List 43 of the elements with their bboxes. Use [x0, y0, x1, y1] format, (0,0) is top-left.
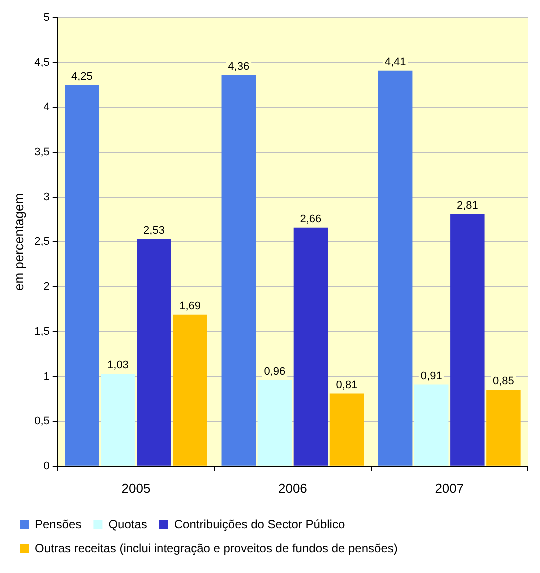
- y-axis-title: em percentagem: [11, 193, 26, 291]
- bar: [137, 240, 172, 466]
- x-tick-label: 2007: [435, 480, 464, 496]
- data-label: 0,85: [493, 376, 514, 388]
- y-tick-label: 4: [44, 102, 50, 114]
- legend-label: Contribuições do Sector Público: [174, 517, 346, 532]
- y-tick-label: 2: [44, 281, 50, 294]
- bar: [378, 70, 413, 466]
- bar: [222, 75, 256, 466]
- data-label: 4,41: [384, 56, 406, 68]
- y-tick-label: 1: [44, 370, 50, 383]
- data-label: 2,81: [456, 200, 478, 212]
- bar: [65, 85, 100, 466]
- x-tick-label: 2006: [278, 480, 308, 496]
- bar: [101, 374, 136, 466]
- legend-label: Pensões: [35, 517, 82, 532]
- bar: [450, 214, 485, 466]
- data-label: 4,36: [228, 60, 250, 73]
- bar: [486, 390, 521, 466]
- y-tick-label: 4,5: [34, 56, 50, 69]
- bar: [414, 384, 449, 466]
- data-label: 1,69: [180, 300, 202, 312]
- data-label: 2,66: [300, 213, 322, 226]
- data-label: 2,53: [144, 225, 165, 238]
- data-label: 0,96: [264, 366, 286, 378]
- legend-label: Outras receitas (inclui integração e proveitos de fundos de pensões): [35, 541, 398, 556]
- y-tick-label: 2,5: [34, 236, 50, 248]
- y-tick-label: 0,5: [34, 416, 50, 428]
- bar: [294, 228, 328, 466]
- legend-label: Quotas: [108, 517, 148, 532]
- y-tick-label: 0: [44, 460, 50, 472]
- y-tick-label: 1,5: [34, 326, 50, 338]
- x-tick-label: 2005: [122, 480, 151, 496]
- bar: [330, 394, 364, 466]
- y-tick-label: 5: [44, 12, 50, 24]
- y-tick-label: 3,5: [34, 146, 50, 159]
- data-label: 0,81: [336, 379, 358, 392]
- data-label: 1,03: [108, 360, 129, 372]
- y-tick-label: 3: [44, 191, 50, 204]
- data-label: 0,91: [420, 370, 442, 382]
- data-label: 4,25: [71, 70, 93, 83]
- bar: [173, 314, 208, 466]
- bar: [258, 380, 292, 466]
